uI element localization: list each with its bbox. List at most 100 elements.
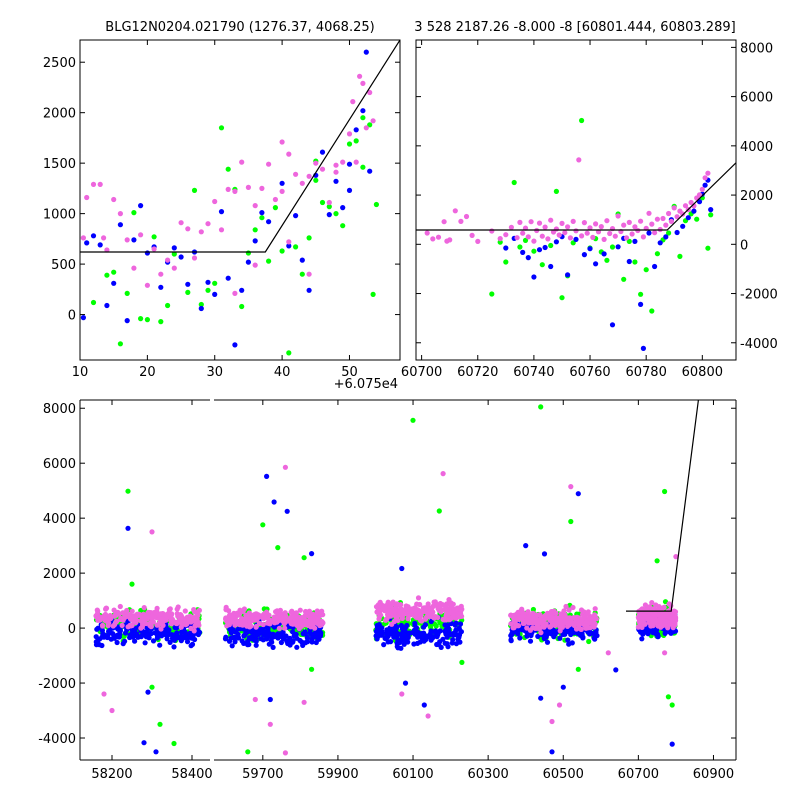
data-point [107, 614, 113, 620]
data-point [272, 617, 278, 624]
data-point [205, 279, 211, 285]
data-point [165, 257, 171, 263]
data-point [241, 633, 247, 639]
data-point [575, 666, 581, 672]
data-point [556, 702, 563, 708]
data-point [262, 632, 268, 638]
data-point [293, 244, 299, 250]
data-point [699, 186, 705, 192]
x-tick-label: 40 [274, 365, 291, 380]
data-point [304, 635, 311, 642]
data-point [586, 638, 592, 645]
data-point [235, 635, 241, 641]
data-point [438, 644, 444, 651]
data-point [131, 265, 137, 271]
data-point [252, 227, 258, 233]
data-point [405, 607, 411, 613]
data-point [333, 178, 339, 184]
data-point [279, 188, 285, 194]
data-point [621, 276, 627, 282]
data-point [418, 613, 424, 619]
data-point [443, 617, 449, 623]
data-point [538, 630, 544, 636]
x-tick-label: 60740 [513, 365, 554, 380]
data-point [530, 606, 537, 613]
data-point [536, 220, 543, 226]
data-point [151, 246, 157, 252]
data-point [299, 180, 305, 186]
data-point [669, 702, 675, 708]
data-point [223, 634, 229, 640]
data-point [575, 491, 581, 497]
data-point [175, 604, 181, 610]
data-point [245, 250, 251, 256]
data-point [564, 615, 571, 621]
data-point [158, 284, 164, 290]
data-point [267, 696, 273, 703]
data-point [399, 691, 405, 697]
data-point [241, 640, 247, 647]
data-point [591, 635, 597, 641]
data-point [282, 625, 288, 631]
data-point [315, 635, 321, 641]
data-point [252, 203, 258, 209]
data-point [560, 684, 566, 690]
data-point [273, 609, 279, 615]
data-point [654, 216, 661, 222]
data-point [376, 610, 382, 616]
data-point [583, 625, 589, 631]
data-point [587, 615, 593, 622]
data-point [525, 255, 531, 261]
data-point [117, 603, 123, 610]
data-point [517, 219, 523, 225]
data-point [239, 287, 245, 293]
y-tick-label: -4000 [740, 337, 778, 352]
x-tick-label: 60760 [569, 365, 610, 380]
data-point [662, 630, 668, 637]
y-tick-label: 4000 [740, 140, 773, 155]
data-point [396, 612, 403, 618]
data-point [94, 626, 100, 632]
data-point [188, 625, 194, 632]
data-point [402, 680, 409, 686]
data-point [643, 614, 649, 620]
data-point [553, 188, 560, 194]
data-point [142, 631, 148, 637]
data-point [158, 271, 164, 277]
data-point [102, 617, 108, 624]
data-point [95, 608, 101, 614]
data-point [390, 599, 396, 605]
data-point [119, 622, 125, 629]
top-right-title: 3 528 2187.26 -8.000 -8 [60801.444, 6080… [414, 20, 735, 35]
data-point [340, 159, 346, 165]
data-point [144, 317, 150, 323]
data-point [286, 350, 292, 356]
data-point [386, 608, 393, 614]
data-point [541, 551, 548, 557]
data-point [314, 618, 320, 624]
data-point [185, 289, 191, 295]
y-tick-label: -2000 [740, 288, 778, 303]
data-point [534, 612, 541, 618]
data-point [530, 625, 536, 631]
data-point [277, 607, 283, 614]
data-point [124, 290, 130, 296]
y-tick-label: 6000 [740, 91, 773, 106]
data-point [604, 257, 610, 263]
data-point [593, 221, 599, 227]
data-point [127, 611, 133, 618]
y-tick-label: 6000 [43, 457, 76, 472]
data-point [702, 175, 708, 181]
data-point [475, 238, 481, 244]
data-point [604, 218, 610, 224]
data-point [299, 257, 305, 263]
data-point [144, 250, 150, 256]
data-point [264, 636, 270, 642]
data-point [508, 224, 514, 230]
data-point [239, 303, 245, 310]
data-point [489, 291, 495, 297]
data-point [353, 138, 359, 144]
data-point [293, 171, 299, 177]
data-point [413, 625, 420, 631]
data-point [649, 221, 655, 227]
